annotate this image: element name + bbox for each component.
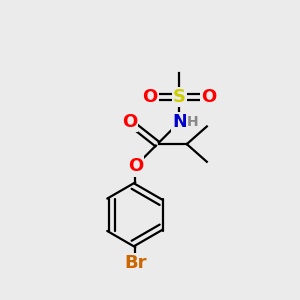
Text: O: O	[201, 88, 217, 106]
Text: N: N	[172, 113, 187, 131]
Text: O: O	[128, 157, 143, 175]
Text: S: S	[173, 88, 186, 106]
Text: Br: Br	[124, 254, 146, 272]
Text: O: O	[142, 88, 158, 106]
Text: O: O	[122, 113, 137, 131]
Text: H: H	[187, 115, 199, 129]
